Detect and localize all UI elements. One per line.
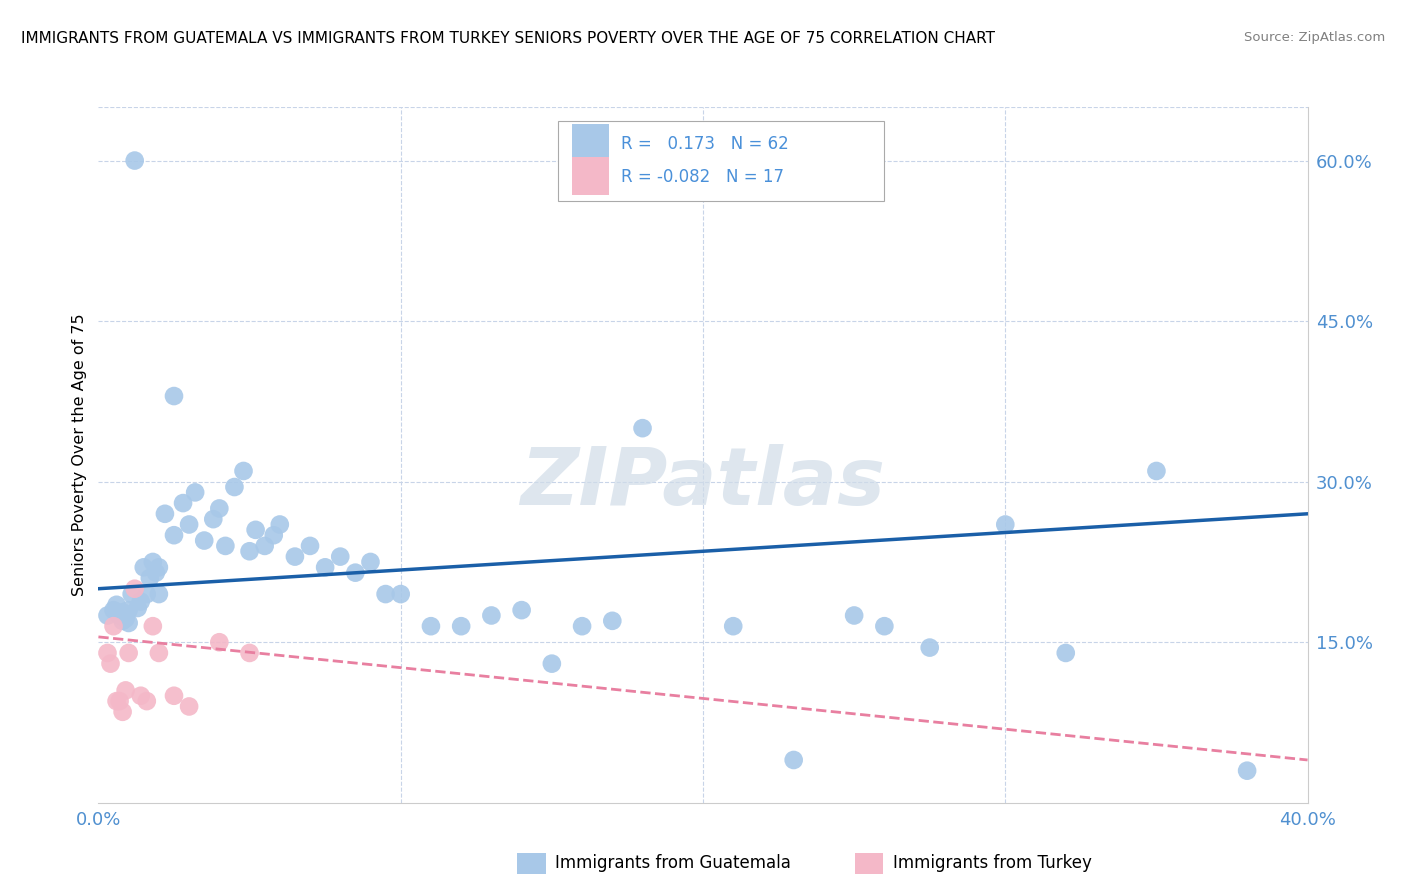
Point <box>481 608 503 623</box>
Text: ZIPatlas: ZIPatlas <box>520 443 886 522</box>
Point <box>263 528 285 542</box>
Text: Immigrants from Turkey: Immigrants from Turkey <box>893 855 1091 872</box>
Point <box>129 594 152 608</box>
Point <box>96 646 118 660</box>
Point <box>148 587 170 601</box>
Point <box>179 517 201 532</box>
Point <box>239 646 262 660</box>
Point <box>208 635 231 649</box>
Point <box>139 571 162 585</box>
Point <box>124 153 146 168</box>
Point <box>1144 464 1167 478</box>
Point <box>118 646 141 660</box>
Bar <box>572 124 609 162</box>
Point <box>145 566 167 580</box>
Point <box>239 544 262 558</box>
Point <box>873 619 896 633</box>
Point <box>994 517 1017 532</box>
Point <box>918 640 941 655</box>
Point <box>631 421 654 435</box>
Point <box>100 657 122 671</box>
Point <box>163 389 186 403</box>
Point <box>245 523 267 537</box>
Point <box>420 619 443 633</box>
Point <box>96 608 118 623</box>
Point <box>450 619 472 633</box>
Point <box>132 560 155 574</box>
Point <box>329 549 352 564</box>
Point <box>184 485 207 500</box>
Point <box>135 587 157 601</box>
Point <box>1236 764 1258 778</box>
Point <box>214 539 236 553</box>
Point <box>142 555 165 569</box>
Y-axis label: Seniors Poverty Over the Age of 75: Seniors Poverty Over the Age of 75 <box>72 314 87 596</box>
Point <box>148 646 170 660</box>
Point <box>224 480 246 494</box>
Point <box>540 657 562 671</box>
Bar <box>572 157 609 195</box>
Point <box>844 608 866 623</box>
Text: Immigrants from Guatemala: Immigrants from Guatemala <box>555 855 792 872</box>
Point <box>108 694 131 708</box>
Point <box>723 619 745 633</box>
Point <box>127 601 149 615</box>
Text: Source: ZipAtlas.com: Source: ZipAtlas.com <box>1244 31 1385 45</box>
Point <box>105 598 128 612</box>
Point <box>172 496 194 510</box>
Point <box>114 683 136 698</box>
Point <box>232 464 254 478</box>
Point <box>103 603 125 617</box>
Point <box>783 753 806 767</box>
Text: IMMIGRANTS FROM GUATEMALA VS IMMIGRANTS FROM TURKEY SENIORS POVERTY OVER THE AGE: IMMIGRANTS FROM GUATEMALA VS IMMIGRANTS … <box>21 31 995 46</box>
Point <box>118 603 141 617</box>
Point <box>389 587 412 601</box>
Point <box>124 582 146 596</box>
Point <box>103 619 125 633</box>
Point <box>253 539 276 553</box>
Point <box>314 560 336 574</box>
Point <box>108 608 131 623</box>
Point <box>193 533 215 548</box>
Point <box>163 528 186 542</box>
Point <box>208 501 231 516</box>
Point <box>284 549 307 564</box>
Point <box>202 512 225 526</box>
Point <box>111 614 134 628</box>
Point <box>571 619 593 633</box>
Point <box>510 603 533 617</box>
Text: R =   0.173   N = 62: R = 0.173 N = 62 <box>621 135 789 153</box>
Point <box>153 507 176 521</box>
Point <box>111 705 134 719</box>
Point <box>360 555 382 569</box>
Point <box>602 614 624 628</box>
Point <box>269 517 291 532</box>
Text: R = -0.082   N = 17: R = -0.082 N = 17 <box>621 168 783 186</box>
Point <box>118 615 141 630</box>
Point <box>114 612 136 626</box>
Point <box>148 560 170 574</box>
Point <box>1054 646 1077 660</box>
FancyBboxPatch shape <box>558 121 884 201</box>
Point <box>129 689 152 703</box>
Point <box>121 587 143 601</box>
Point <box>344 566 367 580</box>
Point <box>142 619 165 633</box>
Point <box>105 694 128 708</box>
Point <box>179 699 201 714</box>
Point <box>299 539 322 553</box>
Point <box>135 694 157 708</box>
Point <box>111 605 134 619</box>
Point <box>163 689 186 703</box>
Point <box>374 587 396 601</box>
